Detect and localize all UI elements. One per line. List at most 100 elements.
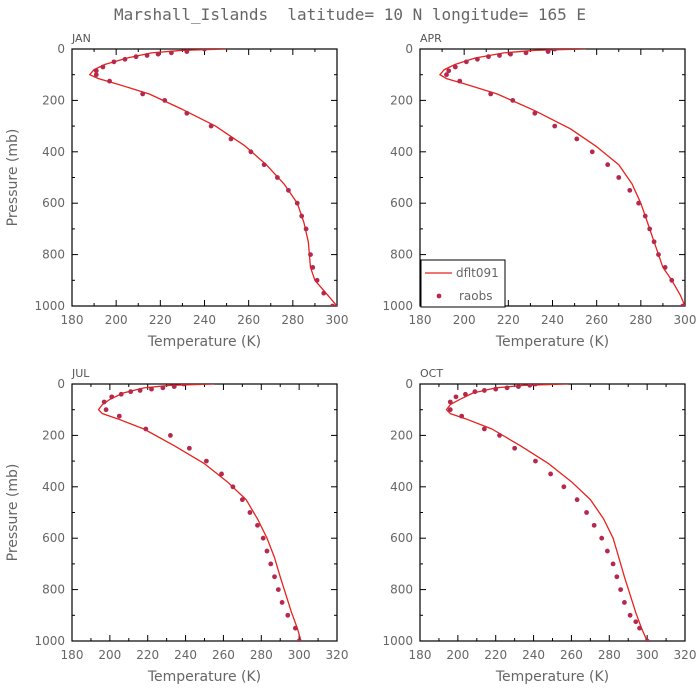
- panel-oct: OCT 180 200 220 240 260 280 300 320 0 200 400 600 800…: [382, 367, 696, 685]
- obs-point: [574, 497, 580, 503]
- obs-point: [516, 384, 521, 389]
- obs-point: [604, 548, 610, 554]
- obs-point: [533, 458, 538, 464]
- obs-point: [504, 385, 510, 391]
- obs-point: [481, 426, 487, 432]
- x-tick-label: 300: [674, 313, 697, 327]
- obs-point: [202, 49, 207, 52]
- obs-point: [488, 91, 494, 97]
- obs-point: [444, 72, 449, 78]
- obs-point: [548, 471, 554, 477]
- obs-point: [208, 123, 214, 129]
- y-tick-label: 200: [42, 93, 65, 107]
- obs-point: [618, 587, 624, 592]
- obs-point: [472, 389, 478, 395]
- obs-point: [446, 68, 452, 74]
- model-profile-line: [439, 49, 685, 306]
- obs-point: [584, 510, 589, 515]
- x-tick-label: 180: [409, 313, 432, 327]
- obs-point: [605, 162, 611, 168]
- x-tick-label: 320: [674, 648, 697, 662]
- panel-label: JAN: [71, 32, 91, 45]
- x-tick-label: 240: [522, 648, 545, 662]
- obs-point: [508, 51, 513, 57]
- y-tick-label: 0: [405, 42, 413, 56]
- obs-point: [523, 50, 529, 56]
- y-tick-label: 200: [390, 428, 413, 442]
- obs-point: [93, 68, 99, 74]
- x-tick-label: 280: [250, 648, 273, 662]
- obs-point: [168, 50, 174, 56]
- obs-point: [610, 561, 616, 567]
- obs-point: [116, 413, 122, 419]
- obs-point: [184, 49, 190, 54]
- x-tick-label: 300: [326, 313, 349, 327]
- y-tick-label: 400: [42, 480, 65, 494]
- obs-point: [260, 535, 266, 541]
- x-tick-label: 200: [98, 648, 121, 662]
- obs-point: [168, 433, 173, 438]
- x-tick-label: 220: [484, 648, 507, 662]
- obs-point: [239, 497, 245, 503]
- y-tick-label: 0: [57, 42, 65, 56]
- obs-point: [662, 265, 668, 270]
- obs-point: [308, 252, 313, 257]
- plot-data: [439, 49, 685, 306]
- obs-point: [447, 399, 453, 405]
- obs-point: [574, 136, 580, 142]
- obs-point: [186, 445, 192, 451]
- legend-dot-swatch: [436, 293, 442, 299]
- obs-point: [100, 64, 106, 70]
- legend-obs-label: raobs: [459, 289, 493, 303]
- obs-point: [457, 78, 463, 84]
- obs-point: [486, 54, 491, 60]
- obs-point: [633, 619, 639, 625]
- x-tick-label: 180: [409, 648, 432, 662]
- x-tick-label: 240: [541, 313, 564, 327]
- obs-point: [184, 110, 190, 116]
- obs-point: [497, 433, 502, 438]
- obs-point: [532, 110, 538, 116]
- y-tick-label: 800: [42, 248, 65, 262]
- obs-point: [140, 91, 146, 97]
- x-tick-label: 300: [636, 648, 659, 662]
- obs-point: [459, 413, 465, 419]
- panel-apr: APR 180 200 220 240 260 280 300 0 200 400 600 800 100…: [382, 32, 696, 350]
- x-tick-label: 200: [446, 648, 469, 662]
- obs-point: [475, 56, 480, 62]
- x-tick-label: 280: [281, 313, 304, 327]
- obs-point: [616, 175, 622, 180]
- obs-point: [622, 600, 627, 605]
- panel-jan: JAN 180 200 220 240 260 280 300 0 200 400 600 800 100…: [5, 32, 348, 350]
- x-tick-label: 200: [105, 313, 128, 327]
- obs-point: [128, 389, 134, 395]
- obs-point: [493, 386, 499, 392]
- model-profile-line: [89, 49, 337, 306]
- y-tick-label: 1000: [382, 634, 413, 648]
- x-tick-label: 180: [61, 313, 84, 327]
- figure-title: Marshall_Islands latitude= 10 N longitud…: [114, 5, 586, 24]
- x-tick-label: 240: [193, 313, 216, 327]
- obs-point: [627, 612, 633, 618]
- x-tick-label: 220: [136, 648, 159, 662]
- x-axis-title: Temperature (K): [147, 334, 261, 350]
- y-tick-label: 400: [390, 480, 413, 494]
- obs-point: [637, 625, 642, 631]
- obs-point: [545, 49, 551, 54]
- obs-point: [497, 53, 502, 58]
- panel-label: JUL: [71, 367, 90, 380]
- obs-point: [93, 72, 99, 78]
- x-tick-label: 220: [149, 313, 172, 327]
- x-tick-label: 220: [497, 313, 520, 327]
- obs-point: [264, 548, 270, 554]
- model-profile-line: [445, 384, 648, 641]
- obs-point: [118, 391, 124, 397]
- obs-point: [261, 162, 267, 168]
- obs-point: [181, 384, 187, 387]
- obs-point: [314, 277, 320, 283]
- panels: JAN 180 200 220 240 260 280 300 0 200 400 600 800 100…: [5, 32, 696, 685]
- y-tick-label: 800: [390, 248, 413, 262]
- x-tick-label: 260: [585, 313, 608, 327]
- obs-point: [591, 522, 597, 528]
